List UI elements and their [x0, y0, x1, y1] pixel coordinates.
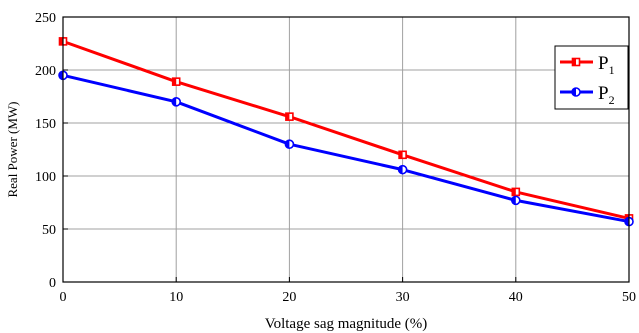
plot-frame [62, 16, 630, 283]
legend-item-2: P2 [560, 83, 615, 107]
data-point-fill [511, 196, 516, 205]
x-tick-label: 30 [396, 290, 410, 305]
y-axis-title: Real Power (MW) [5, 101, 20, 197]
legend-box [554, 45, 629, 110]
y-tick-label: 100 [35, 170, 56, 185]
y-tick-label: 50 [42, 223, 56, 238]
legend-label: P1 [598, 53, 615, 77]
series-1-line [62, 39, 630, 220]
legend-marker-fill [572, 88, 576, 96]
series-layer [58, 37, 634, 227]
x-tick-label: 0 [60, 290, 67, 305]
x-axis-title: Voltage sag magnitude (%) [265, 316, 428, 332]
data-point-fill [59, 37, 63, 45]
series-2-line [62, 73, 630, 224]
data-point-fill [59, 71, 63, 80]
legend-item-1: P1 [560, 53, 615, 77]
y-tick-label: 0 [49, 276, 56, 291]
data-point-fill [172, 97, 177, 106]
legend-marker-fill [572, 58, 576, 66]
data-point-fill [172, 78, 177, 86]
data-point-fill [399, 151, 403, 159]
y-tick-label: 150 [35, 117, 56, 132]
data-point-fill [285, 113, 290, 121]
y-tick-label: 250 [35, 11, 56, 26]
series-1 [58, 37, 634, 223]
data-point-fill [285, 140, 290, 149]
x-tick-label: 50 [622, 290, 636, 305]
grid [63, 17, 629, 282]
x-tick-label: 40 [509, 290, 523, 305]
legend-label: P2 [598, 83, 615, 107]
data-point-fill [625, 217, 629, 226]
series-2 [58, 70, 634, 227]
ticks: 0 10 20 30 40 50 0 50 100 150 200 250 [35, 11, 636, 305]
data-point-fill [398, 165, 403, 174]
x-tick-label: 10 [169, 290, 183, 305]
x-tick-label: 20 [282, 290, 296, 305]
data-point-fill [512, 188, 516, 196]
y-tick-label: 200 [35, 64, 56, 79]
